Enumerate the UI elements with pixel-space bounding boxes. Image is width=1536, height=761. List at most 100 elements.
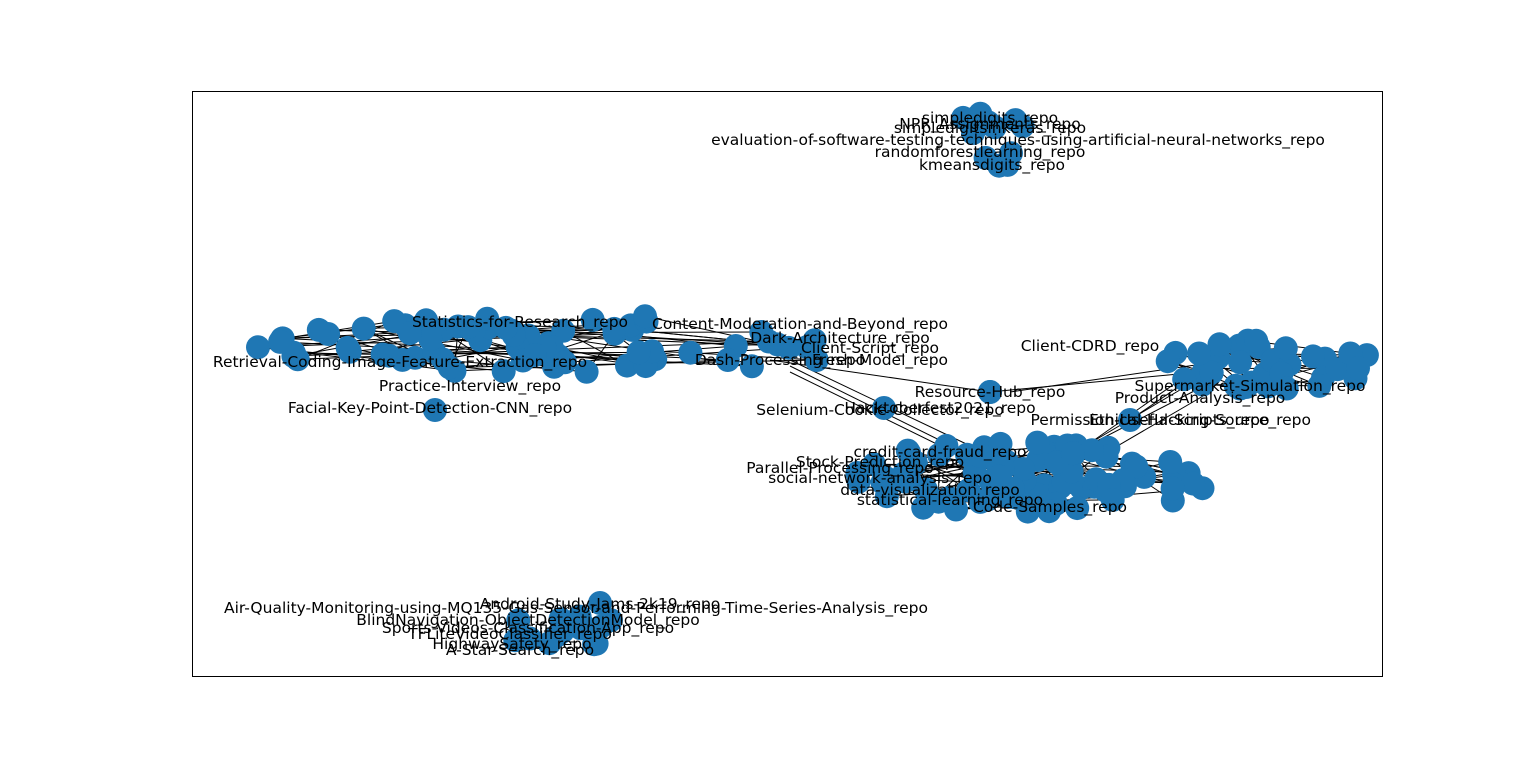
cluster-top-node (999, 141, 1023, 166)
node-label: Parallel-Processing_repo (746, 459, 933, 478)
cluster-left-node (602, 316, 627, 341)
cluster-left-node (765, 332, 790, 357)
cluster-bottom-center-node (934, 433, 959, 458)
node-label: Selenium-Cookie-Collector_repo (756, 401, 1004, 420)
cluster-bottom-center-node (897, 467, 922, 492)
cluster-right-node (1234, 375, 1259, 399)
cluster-left-node (580, 307, 605, 332)
cluster-right-node (1307, 373, 1332, 398)
cluster-left-node (418, 327, 443, 352)
cluster-left-node (574, 359, 599, 384)
labels-layer: simpledigits_repoNPR_Assignments_reposim… (213, 109, 1366, 660)
cluster-left-node (377, 343, 401, 368)
node-label: Content-Moderation-and-Beyond_repo (652, 315, 948, 334)
cluster-left-node (804, 348, 829, 372)
cluster-bottom-left-node (517, 626, 542, 651)
cluster-left-edge (632, 329, 778, 345)
node-label: social-network-analysis_repo (768, 469, 992, 488)
cluster-left-node (678, 340, 703, 365)
node-label: kmeansdigits_repo (919, 156, 1065, 175)
cluster-bottom-left-node (582, 632, 607, 657)
node-label: HighwaySafety_repo (432, 635, 591, 654)
node-label: Fresh-Model_repo (812, 351, 948, 370)
hacktoberfest-node (872, 396, 896, 420)
node-label: NPR_Assignments_repo (899, 115, 1080, 134)
cluster-top-node (975, 110, 1000, 134)
node-label: Facial-Key-Point-Detection-CNN_repo (288, 399, 572, 418)
cluster-bottom-center-node (862, 452, 887, 477)
cluster-left-node (715, 348, 740, 372)
node-label: BlindNavigation-ObjectDetectionModel_rep… (356, 611, 700, 630)
cluster-right-node (1346, 356, 1370, 381)
cluster-right-node (1301, 344, 1325, 369)
node-label: Retrieval-Coding-Image-Feature-Extractio… (213, 353, 587, 372)
node-label: Practice-Interview_repo (379, 377, 561, 396)
cluster-left-node (491, 359, 516, 384)
node-label: Client-Script_repo (801, 339, 939, 358)
cluster-right-node (1228, 350, 1253, 375)
cluster-left-node (552, 350, 577, 375)
node-label: randomforestlearning_repo (875, 143, 1086, 162)
cluster-right-node (1155, 349, 1180, 374)
cluster-left-node (306, 317, 331, 342)
cluster-bottom-center-node (1037, 499, 1062, 524)
cluster-bottom-center-node (875, 471, 900, 496)
node-label: Android-Study-Jams-2k19_repo (480, 595, 721, 614)
cluster-bottom-center-node (1060, 441, 1085, 466)
permission-scripts-node (1118, 408, 1142, 432)
cluster-left-node (335, 335, 360, 360)
cluster-bottom-center-node (1160, 476, 1185, 501)
cluster-bottom-center-node (1181, 471, 1206, 496)
cluster-left-node (430, 347, 455, 372)
node-label: statistical-learning_repo (857, 491, 1043, 510)
cluster-bottom-center-node (1158, 450, 1183, 474)
cluster-right-node (1187, 341, 1212, 366)
node-label: TFLiteVideoClassifier_repo (407, 625, 612, 644)
node-label: Code-Samples_repo (973, 498, 1127, 517)
node-label: Ethical-Hacking-Source_repo (1089, 411, 1311, 430)
cluster-left-node (493, 315, 518, 340)
cluster-left-node (626, 340, 651, 365)
cluster-left-node (475, 306, 500, 331)
node-label: A-Star-Search_repo (446, 641, 594, 660)
plot-frame (192, 91, 1383, 677)
nodes-layer (246, 101, 1379, 657)
cluster-top-node (973, 145, 998, 170)
left-cluster-node (523, 343, 547, 367)
node-label: Air-Quality-Monitoring-using-MQ135-Gas-S… (224, 599, 928, 618)
cluster-left-node (403, 345, 428, 370)
cluster-bottom-left-node (599, 608, 623, 633)
cluster-bottom-center-node (968, 489, 993, 514)
cluster-bottom-center-node (1025, 430, 1050, 455)
cluster-left-node (351, 316, 376, 341)
cluster-bottom-center-node (1065, 496, 1090, 521)
cluster-bottom-center-node (988, 431, 1013, 456)
node-label: Supermarket-Simulation_repo (1135, 377, 1366, 396)
cluster-right-node (1273, 336, 1298, 361)
cluster-left-node (456, 315, 480, 340)
cluster-left-node (268, 329, 293, 354)
node-label: Dark-Architecture_repo (750, 329, 930, 348)
node-label: simpledigits_repo (922, 109, 1058, 128)
cluster-bottom-center-node (968, 444, 993, 468)
node-label: Dash-Processing_repo (695, 351, 865, 370)
cluster-left-node (633, 304, 657, 329)
facial-keypoint-node (423, 398, 447, 422)
node-label: Hacktoberfest2021_repo (844, 399, 1035, 418)
node-label: simpledigitsinkeras_repo (894, 119, 1086, 138)
node-label: credit-card-fraud_repo (853, 443, 1026, 462)
android-study-jams-node (588, 591, 612, 615)
cluster-right-node (1199, 360, 1224, 385)
cluster-right-node (1244, 328, 1269, 353)
cluster-bottom-center-node (1011, 457, 1036, 481)
cluster-left-node (414, 308, 439, 333)
cluster-bottom-center-node (937, 486, 962, 510)
node-label: Stock-Prediction_repo (796, 453, 964, 472)
cluster-left-node (397, 321, 422, 346)
cluster-bottom-center-node (1080, 438, 1104, 463)
node-label: Sports-Videos-Classification-App_repo (382, 619, 674, 638)
cluster-right-node (1207, 332, 1232, 357)
resource-hub-node (978, 380, 1002, 404)
cluster-bottom-center-node (986, 464, 1011, 489)
node-label: Resource-Hub_repo (915, 383, 1066, 402)
